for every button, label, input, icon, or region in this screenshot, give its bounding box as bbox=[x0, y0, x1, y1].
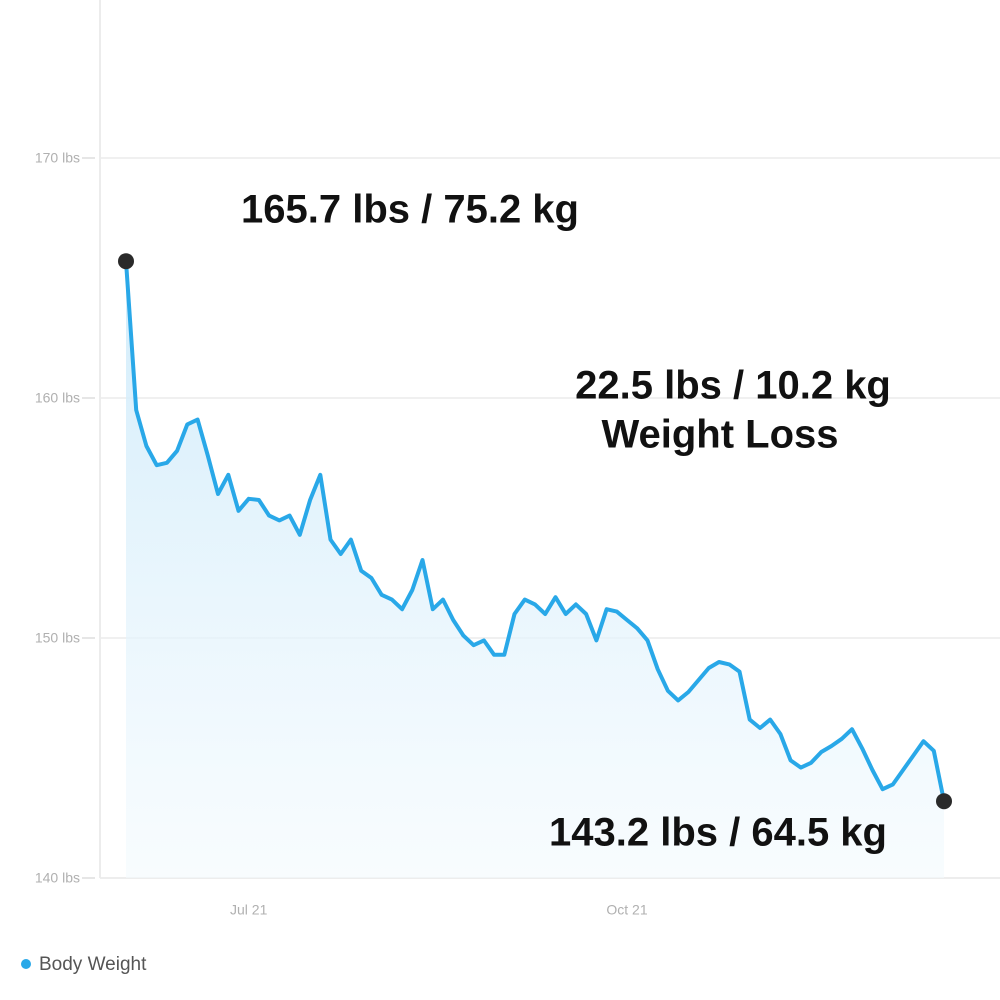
annotation: Weight Loss bbox=[601, 413, 838, 457]
legend-swatch bbox=[21, 959, 31, 969]
line bbox=[124, 259, 946, 804]
annotation: 143.2 lbs / 64.5 kg bbox=[549, 811, 887, 855]
y-tick-label: 140 lbs bbox=[35, 870, 80, 886]
annotation: 165.7 lbs / 75.2 kg bbox=[241, 188, 579, 232]
area bbox=[126, 261, 944, 878]
annotation: 22.5 lbs / 10.2 kg bbox=[575, 364, 891, 408]
y-tick-label: 160 lbs bbox=[35, 390, 80, 406]
legend-label: Body Weight bbox=[39, 954, 147, 975]
end-point bbox=[118, 253, 134, 270]
y-tick-label: 170 lbs bbox=[35, 150, 80, 166]
y-tick-label: 150 lbs bbox=[35, 630, 80, 646]
x-tick-label: Oct 21 bbox=[606, 902, 647, 918]
end-point bbox=[936, 793, 952, 810]
x-tick-label: Jul 21 bbox=[230, 902, 268, 918]
